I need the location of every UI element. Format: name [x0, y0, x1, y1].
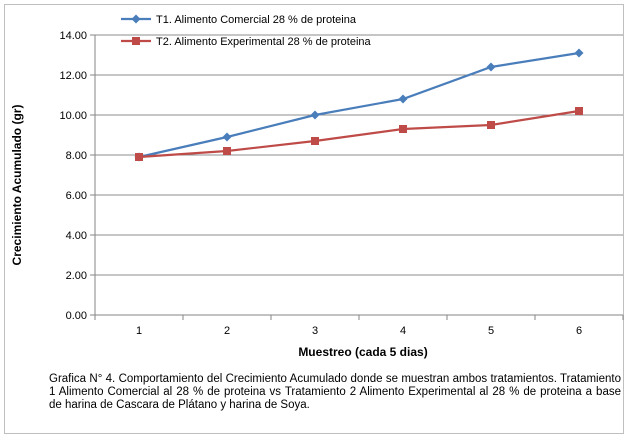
- x-tick-label: 5: [488, 325, 494, 337]
- y-tick-label: 6.00: [66, 190, 87, 202]
- legend-label: T1. Alimento Comercial 28 % de proteina: [156, 14, 357, 26]
- series-group: [134, 48, 584, 162]
- x-tick-label: 3: [312, 325, 318, 337]
- x-tick-label: 4: [400, 325, 406, 337]
- data-point: [223, 147, 231, 155]
- series-line: [138, 51, 580, 159]
- y-tick-labels: 0.00 2.00 4.00 6.00 8.00 10.00 12.00 14.00: [59, 30, 87, 322]
- data-point: [487, 121, 495, 129]
- x-tick-label: 2: [224, 325, 230, 337]
- y-tick-label: 14.00: [59, 30, 87, 42]
- y-tick-label: 4.00: [66, 230, 87, 242]
- x-tick-label: 1: [136, 325, 142, 337]
- y-tick-label: 8.00: [66, 150, 87, 162]
- y-tick-label: 0.00: [66, 310, 87, 322]
- axes: [90, 34, 624, 320]
- series-2: [135, 107, 583, 161]
- legend-marker: [131, 14, 141, 24]
- legend-item-1: T1. Alimento Comercial 28 % de proteina: [121, 14, 357, 26]
- y-axis-title: Crecimiento Acumulado (gr): [10, 105, 24, 266]
- data-point: [222, 132, 232, 142]
- legend-item-2: T2. Alimento Experimental 28 % de protei…: [121, 36, 372, 48]
- legend-label: T2. Alimento Experimental 28 % de protei…: [156, 36, 372, 48]
- x-axis-title: Muestreo (cada 5 dias): [298, 345, 427, 359]
- data-point: [574, 48, 584, 58]
- data-point: [398, 94, 408, 104]
- figure-caption: Grafica N° 4. Comportamiento del Crecimi…: [49, 373, 621, 411]
- x-tick-label: 6: [576, 325, 582, 337]
- data-point: [399, 125, 407, 133]
- series-1: [134, 48, 584, 162]
- data-point: [310, 110, 320, 120]
- y-tick-label: 2.00: [66, 270, 87, 282]
- data-point: [311, 137, 319, 145]
- line-chart: 0.00 2.00 4.00 6.00 8.00 10.00 12.00 14.00 1 2 3 4…: [10, 14, 624, 359]
- x-tick-labels: 1 2 3 4 5 6: [136, 325, 582, 337]
- data-point: [486, 62, 496, 72]
- data-point: [575, 107, 583, 115]
- figure-frame: 0.00 2.00 4.00 6.00 8.00 10.00 12.00 14.00 1 2 3 4…: [4, 4, 624, 434]
- legend-marker: [132, 37, 140, 45]
- series-line: [138, 109, 580, 159]
- y-tick-label: 12.00: [59, 70, 87, 82]
- data-point: [135, 153, 143, 161]
- y-tick-label: 10.00: [59, 110, 87, 122]
- legend: T1. Alimento Comercial 28 % de proteina T…: [121, 14, 372, 48]
